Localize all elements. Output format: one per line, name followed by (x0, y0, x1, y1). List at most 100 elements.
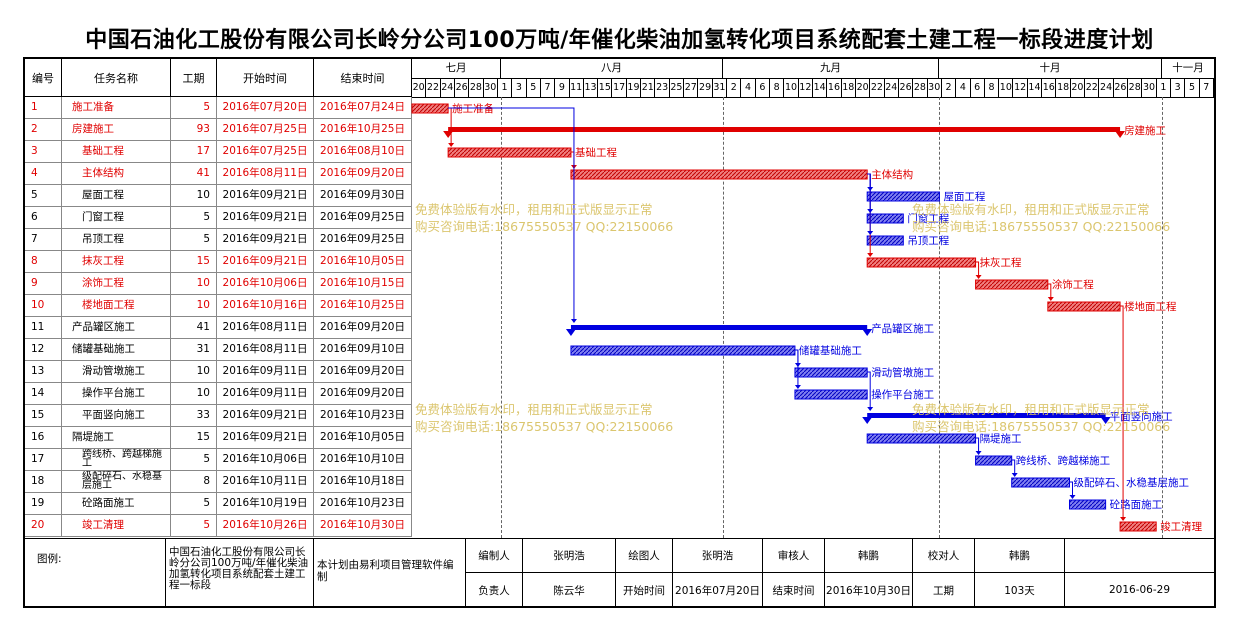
task-id: 1 (25, 97, 62, 118)
task-id: 13 (25, 361, 62, 382)
task-start: 2016年09月21日 (217, 229, 314, 250)
task-name: 施工准备 (62, 97, 171, 118)
table-row[interactable]: 8 抹灰工程 15 2016年09月21日 2016年10月05日 (25, 251, 412, 273)
header-end: 结束时间 (314, 59, 412, 97)
watermark: 免费体验版有水印，租用和正式版显示正常 购买咨询电话:18675550537 QQ… (912, 401, 1170, 435)
day-cell: 30 (1142, 78, 1157, 97)
dependency-arrow (975, 275, 982, 279)
day-cell: 8 (985, 78, 1000, 97)
summary-end-marker (1100, 417, 1111, 424)
day-cell: 16 (1042, 78, 1057, 97)
day-cell: 14 (813, 78, 828, 97)
legend-label: 图例: (25, 539, 166, 607)
task-id: 4 (25, 163, 62, 184)
task-end: 2016年10月23日 (314, 493, 412, 514)
task-id: 20 (25, 515, 62, 536)
table-row[interactable]: 19 砼路面施工 5 2016年10月19日 2016年10月23日 (25, 493, 412, 515)
task-duration: 33 (171, 405, 217, 426)
day-cell: 26 (899, 78, 914, 97)
task-name: 主体结构 (62, 163, 171, 184)
task-id: 18 (25, 471, 62, 492)
bar-label: 楼地面工程 (1124, 300, 1177, 313)
day-cell: 5 (527, 78, 541, 97)
header-id: 编号 (25, 59, 62, 97)
day-cell: 1 (498, 78, 513, 97)
day-cell: 10 (999, 78, 1014, 97)
summary-bar (570, 325, 868, 330)
dependency-arrow (1011, 473, 1018, 477)
day-cell: 25 (670, 78, 685, 97)
task-id: 6 (25, 207, 62, 228)
task-bar (866, 433, 977, 444)
table-row[interactable]: 16 隔堤施工 15 2016年09月21日 2016年10月05日 (25, 427, 412, 449)
watermark-line2: 购买咨询电话:18675550537 QQ:22150066 (912, 219, 1171, 234)
task-duration: 5 (171, 97, 217, 118)
day-cell: 30 (928, 78, 942, 97)
task-bar (866, 257, 977, 268)
task-start: 2016年09月11日 (217, 361, 314, 382)
task-bar (866, 235, 904, 246)
dependency-arrow (794, 385, 801, 389)
task-duration: 15 (171, 251, 217, 272)
drawer-value: 张明浩 (673, 539, 763, 573)
task-end: 2016年09月20日 (314, 163, 412, 184)
table-row[interactable]: 12 储罐基础施工 31 2016年08月11日 2016年09月10日 (25, 339, 412, 361)
task-duration: 5 (171, 493, 217, 514)
table-row[interactable]: 15 平面竖向施工 33 2016年09月21日 2016年10月23日 (25, 405, 412, 427)
month-divider (1162, 97, 1163, 538)
task-id: 12 (25, 339, 62, 360)
bar-label: 主体结构 (871, 168, 913, 181)
summary-bar (448, 127, 1121, 132)
day-cell: 23 (655, 78, 670, 97)
task-name: 屋面工程 (62, 185, 171, 206)
watermark: 免费体验版有水印，租用和正式版显示正常 购买咨询电话:18675550537 QQ… (415, 401, 673, 435)
day-cell: 12 (1014, 78, 1028, 97)
watermark: 免费体验版有水印，租用和正式版显示正常 购买咨询电话:18675550537 QQ… (415, 201, 673, 235)
bar-label: 涂饰工程 (1052, 278, 1094, 291)
dependency-arrow (867, 253, 874, 257)
table-row[interactable]: 1 施工准备 5 2016年07月20日 2016年07月24日 (25, 97, 412, 119)
dependency-link (1011, 459, 1016, 475)
watermark-line1: 免费体验版有水印，租用和正式版显示正常 (415, 402, 653, 417)
table-row[interactable]: 11 产品罐区施工 41 2016年08月11日 2016年09月20日 (25, 317, 412, 339)
day-cell: 20 (412, 78, 427, 97)
dependency-link (794, 349, 799, 387)
table-row[interactable]: 14 操作平台施工 10 2016年09月11日 2016年09月20日 (25, 383, 412, 405)
task-start: 2016年10月19日 (217, 493, 314, 514)
table-row[interactable]: 3 基础工程 17 2016年07月25日 2016年08月10日 (25, 141, 412, 163)
task-duration: 10 (171, 361, 217, 382)
task-bar (794, 389, 868, 400)
task-id: 7 (25, 229, 62, 250)
drawer-label: 绘图人 (616, 539, 673, 573)
task-duration: 5 (171, 515, 217, 536)
task-duration: 15 (171, 427, 217, 448)
task-duration: 10 (171, 295, 217, 316)
task-end: 2016年10月10日 (314, 449, 412, 470)
task-end: 2016年10月25日 (314, 295, 412, 316)
table-row[interactable]: 5 屋面工程 10 2016年09月21日 2016年09月30日 (25, 185, 412, 207)
table-row[interactable]: 20 竣工清理 5 2016年10月26日 2016年10月30日 (25, 515, 412, 537)
task-id: 2 (25, 119, 62, 140)
day-cell: 12 (799, 78, 813, 97)
table-row[interactable]: 17 跨线桥、跨越梯施工 5 2016年10月06日 2016年10月10日 (25, 449, 412, 471)
table-row[interactable]: 7 吊顶工程 5 2016年09月21日 2016年09月25日 (25, 229, 412, 251)
day-cell: 13 (584, 78, 599, 97)
table-row[interactable]: 18 级配碎石、水稳基层施工 8 2016年10月11日 2016年10月18日 (25, 471, 412, 493)
task-bar (447, 147, 572, 158)
table-row[interactable]: 4 主体结构 41 2016年08月11日 2016年09月20日 (25, 163, 412, 185)
table-row[interactable]: 10 楼地面工程 10 2016年10月16日 2016年10月25日 (25, 295, 412, 317)
task-start: 2016年08月11日 (217, 317, 314, 338)
table-row[interactable]: 6 门窗工程 5 2016年09月21日 2016年09月25日 (25, 207, 412, 229)
dependency-link (1120, 305, 1124, 519)
bar-label: 储罐基础施工 (799, 344, 862, 357)
table-row[interactable]: 9 涂饰工程 10 2016年10月06日 2016年10月15日 (25, 273, 412, 295)
day-cell: 11 (570, 78, 584, 97)
gantt-frame (23, 57, 1216, 608)
task-name: 楼地面工程 (62, 295, 171, 316)
dependency-arrow (1069, 495, 1076, 499)
table-row[interactable]: 13 滑动管墩施工 10 2016年09月11日 2016年09月20日 (25, 361, 412, 383)
bar-label: 级配碎石、水稳基层施工 (1073, 476, 1189, 489)
task-start: 2016年10月26日 (217, 515, 314, 536)
table-row[interactable]: 2 房建施工 93 2016年07月25日 2016年10月25日 (25, 119, 412, 141)
day-cell: 22 (1085, 78, 1100, 97)
